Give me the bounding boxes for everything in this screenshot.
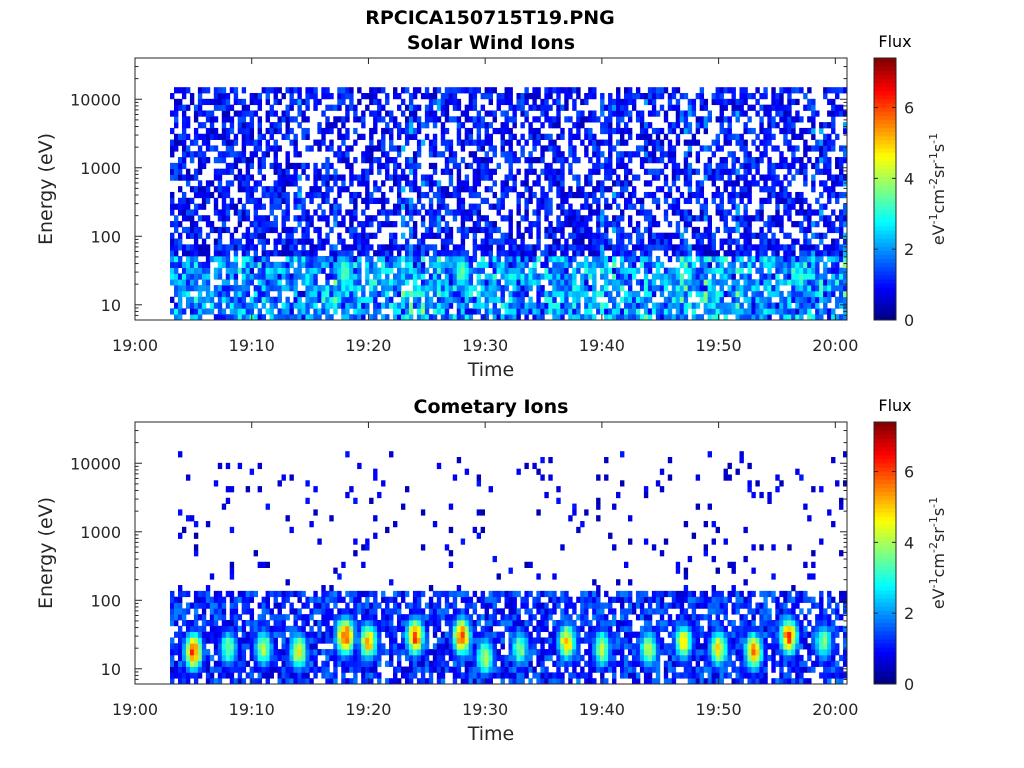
figure-title: RPCICA150715T19.PNG <box>365 7 615 29</box>
y-tick-label: 100 <box>90 591 121 610</box>
x-tick-label: 19:40 <box>579 700 625 719</box>
x-axis-label: Time <box>467 723 515 745</box>
colorbar-tick-label: 2 <box>904 604 914 623</box>
x-tick-label: 19:10 <box>229 336 275 355</box>
x-tick-label: 20:00 <box>812 700 858 719</box>
x-tick-label: 19:50 <box>696 336 742 355</box>
y-axis-label: Energy (eV) <box>35 133 57 245</box>
x-tick-label: 19:00 <box>112 700 158 719</box>
colorbar-tick-label: 0 <box>904 675 914 694</box>
spectrogram-cells <box>170 87 848 321</box>
colorbar-tick-label: 4 <box>904 533 914 552</box>
colorbar-title: Flux <box>878 396 911 415</box>
spectrogram-cells <box>170 451 848 685</box>
x-tick-label: 19:40 <box>579 336 625 355</box>
panel-2: 19:00 19:10 19:20 19:30 19:40 19:50 20:00 10 100… <box>35 396 948 745</box>
colorbar-tick-label: 6 <box>904 463 914 482</box>
x-tick-label: 19:50 <box>696 700 742 719</box>
colorbar: 0 2 4 6 Flux eV-1cm-2sr-1s-1 <box>873 396 948 694</box>
x-axis-label: Time <box>467 359 515 381</box>
plot-frame <box>134 421 848 685</box>
x-tick-label: 19:00 <box>112 336 158 355</box>
colorbar-tick-label: 4 <box>904 169 914 188</box>
colorbar-axis-label: eV-1cm-2sr-1s-1 <box>927 133 948 245</box>
x-tick-label: 20:00 <box>812 336 858 355</box>
y-tick-label: 1000 <box>80 523 121 542</box>
y-tick-label: 1000 <box>80 159 121 178</box>
y-tick-label: 10000 <box>70 454 121 473</box>
colorbar-tick-label: 0 <box>904 311 914 330</box>
y-axis-label: Energy (eV) <box>35 497 57 609</box>
y-tick-label: 10 <box>101 660 121 679</box>
y-tick-label: 10 <box>101 296 121 315</box>
y-tick-label: 10000 <box>70 90 121 109</box>
x-tick-label: 19:10 <box>229 700 275 719</box>
plot-frame <box>134 57 848 321</box>
colorbar-tick-label: 2 <box>904 240 914 259</box>
colorbar: 0 2 4 6 Flux eV-1cm-2sr-1s-1 <box>873 32 948 330</box>
colorbar-tick-label: 6 <box>904 99 914 118</box>
colorbar-title: Flux <box>878 32 911 51</box>
colorbar-axis-label: eV-1cm-2sr-1s-1 <box>927 497 948 609</box>
x-tick-label: 19:20 <box>345 700 391 719</box>
panel-title: Cometary Ions <box>414 396 569 418</box>
panel-title: Solar Wind Ions <box>407 32 575 54</box>
x-tick-label: 19:30 <box>462 336 508 355</box>
y-tick-label: 100 <box>90 227 121 246</box>
panel-1: 19:00 19:10 19:20 19:30 19:40 19:50 20:00 10 100… <box>35 32 948 381</box>
x-tick-label: 19:20 <box>345 336 391 355</box>
x-tick-label: 19:30 <box>462 700 508 719</box>
